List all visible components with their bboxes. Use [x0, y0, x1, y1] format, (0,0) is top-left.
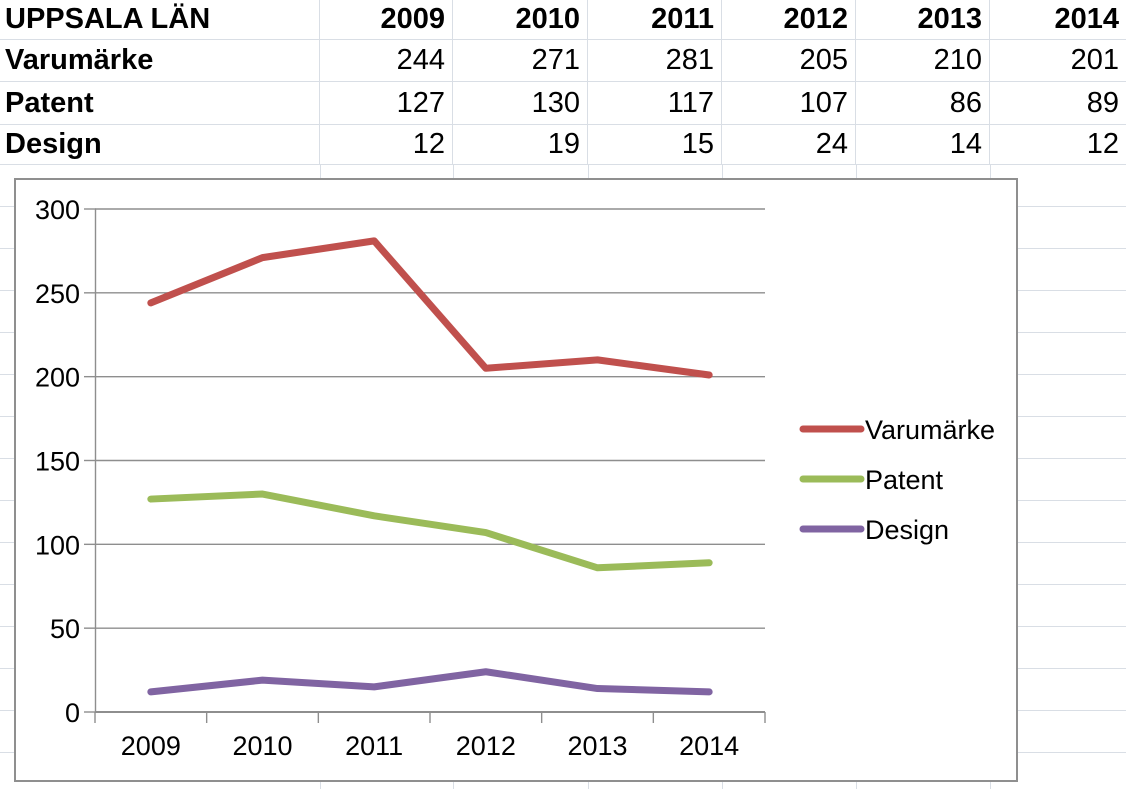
row-label-varumarke[interactable]: Varumärke: [0, 40, 320, 82]
row-label-patent[interactable]: Patent: [0, 82, 320, 125]
y-axis-tick-label: 100: [35, 530, 80, 560]
table-value-cell[interactable]: 205: [722, 40, 856, 82]
table-value-cell[interactable]: 24: [722, 125, 856, 165]
table-value-cell[interactable]: 12: [320, 125, 453, 165]
year-header-cell[interactable]: 2011: [588, 0, 722, 40]
y-axis-tick-label: 200: [35, 363, 80, 393]
year-header-cell[interactable]: 2014: [990, 0, 1126, 40]
data-table: UPPSALA LÄN 2009 2010 2011 2012 2013 201…: [0, 0, 1126, 165]
y-axis-tick-label: 300: [35, 195, 80, 225]
table-value-cell[interactable]: 281: [588, 40, 722, 82]
legend-label-1: Patent: [865, 465, 944, 495]
table-value-cell[interactable]: 15: [588, 125, 722, 165]
x-axis-category-label: 2013: [567, 731, 627, 761]
y-axis-tick-label: 250: [35, 279, 80, 309]
x-axis-category-label: 2009: [121, 731, 181, 761]
series-line-0[interactable]: [147, 237, 713, 379]
table-value-cell[interactable]: 107: [722, 82, 856, 125]
y-axis-tick-label: 50: [50, 614, 80, 644]
table-value-cell[interactable]: 117: [588, 82, 722, 125]
series-line-2[interactable]: [147, 668, 713, 696]
table-value-cell[interactable]: 19: [453, 125, 588, 165]
year-header-cell[interactable]: 2010: [453, 0, 588, 40]
table-corner-cell[interactable]: UPPSALA LÄN: [0, 0, 320, 40]
table-value-cell[interactable]: 86: [856, 82, 990, 125]
table-value-cell[interactable]: 271: [453, 40, 588, 82]
table-value-cell[interactable]: 244: [320, 40, 453, 82]
y-axis-tick-label: 150: [35, 447, 80, 477]
year-header-cell[interactable]: 2009: [320, 0, 453, 40]
x-axis-category-label: 2010: [232, 731, 292, 761]
x-axis-category-label: 2011: [345, 731, 403, 761]
table-value-cell[interactable]: 12: [990, 125, 1126, 165]
year-header-cell[interactable]: 2012: [722, 0, 856, 40]
legend-label-2: Design: [865, 515, 949, 545]
row-label-design[interactable]: Design: [0, 125, 320, 165]
y-axis-tick-label: 0: [65, 698, 80, 728]
year-header-cell[interactable]: 2013: [856, 0, 990, 40]
line-chart-canvas: 0 50 100 150 200 250 300 2009 2010 2011 2012 2013 20…: [35, 195, 995, 761]
table-value-cell[interactable]: 127: [320, 82, 453, 125]
table-value-cell[interactable]: 201: [990, 40, 1126, 82]
table-value-cell[interactable]: 14: [856, 125, 990, 165]
series-line-1[interactable]: [147, 490, 713, 572]
table-value-cell[interactable]: 130: [453, 82, 588, 125]
x-axis-category-label: 2014: [679, 731, 739, 761]
x-axis-category-label: 2012: [456, 731, 516, 761]
line-chart-object[interactable]: 0 50 100 150 200 250 300 2009 2010 2011 2012 2013 20…: [14, 178, 1018, 782]
legend-label-0: Varumärke: [865, 415, 995, 445]
table-value-cell[interactable]: 89: [990, 82, 1126, 125]
table-value-cell[interactable]: 210: [856, 40, 990, 82]
